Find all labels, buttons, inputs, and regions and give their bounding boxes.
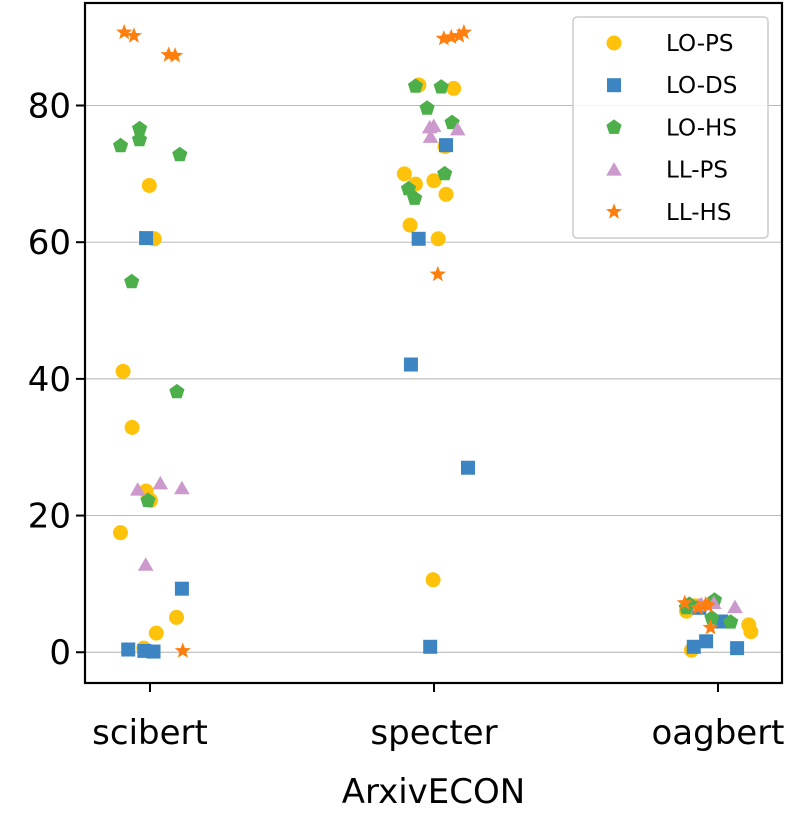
legend-item: LL-HS (605, 200, 731, 226)
y-tick-label: 60 (28, 223, 71, 263)
point-lo-hs (407, 190, 423, 205)
point-ll-hs (167, 47, 184, 63)
point-ll-hs (690, 599, 707, 615)
point-lo-hs (169, 383, 185, 399)
legend-item: LL-PS (606, 158, 728, 184)
legend-item: LO-DS (607, 73, 737, 99)
point-lo-ps (430, 231, 446, 247)
point-ll-ps (449, 121, 466, 136)
point-ll-ps (422, 129, 439, 143)
point-lo-ps (124, 419, 140, 435)
legend-marker-lo-ps (606, 35, 622, 51)
point-lo-ds (730, 641, 745, 656)
y-tick-label: 0 (49, 633, 71, 673)
legend-label: LO-PS (666, 31, 734, 57)
point-lo-hs (437, 165, 453, 181)
y-axis-ticks: 0 20 40 60 80 (28, 87, 85, 673)
y-tick-label: 80 (28, 87, 71, 127)
point-lo-ps (438, 186, 454, 202)
point-ll-hs (455, 23, 472, 40)
legend-marker-ll-ps (606, 162, 622, 176)
y-tick-label: 20 (28, 497, 71, 537)
legend-marker-lo-ds (607, 78, 621, 93)
y-tick-label: 40 (28, 360, 71, 400)
point-ll-hs (116, 23, 133, 40)
point-lo-ds (423, 639, 438, 654)
point-lo-ds (146, 644, 161, 659)
point-lo-hs (132, 120, 148, 136)
point-lo-ps (141, 177, 157, 193)
point-ll-ps (152, 475, 169, 490)
point-lo-ps (112, 525, 128, 541)
legend-marker-lo-hs (606, 119, 622, 134)
legend-marker-ll-hs (605, 203, 623, 219)
point-lo-ps (115, 363, 131, 379)
point-lo-ps (446, 80, 462, 96)
point-ll-hs (125, 27, 142, 43)
point-lo-ds (699, 634, 714, 649)
point-ll-hs (435, 30, 452, 46)
point-lo-hs (172, 146, 188, 162)
x-axis-label: ArxivECON (342, 772, 525, 812)
legend-label: LL-PS (666, 158, 728, 184)
point-lo-hs (419, 100, 435, 115)
point-lo-hs (433, 79, 449, 94)
point-ll-ps (727, 599, 743, 614)
point-ll-hs (174, 642, 191, 658)
legend-label: LO-HS (666, 115, 737, 141)
point-lo-ds (439, 138, 454, 153)
legend-label: LL-HS (666, 200, 731, 226)
x-tick-label: specter (370, 713, 497, 753)
point-lo-hs (407, 78, 424, 93)
point-lo-ps (426, 173, 442, 189)
point-lo-ds (121, 642, 136, 657)
legend-box (572, 16, 769, 239)
x-axis-ticks: scibert specter oagbert (92, 683, 785, 753)
point-lo-ps (148, 625, 164, 641)
point-lo-ps (396, 166, 412, 182)
point-lo-hs (113, 137, 129, 153)
x-tick-label: oagbert (651, 713, 784, 753)
point-ll-hs (676, 594, 693, 610)
point-lo-ps (743, 624, 759, 640)
point-lo-ps (169, 609, 185, 625)
point-ll-ps (130, 482, 146, 496)
point-ll-ps (421, 119, 438, 134)
point-lo-hs (140, 492, 156, 507)
point-lo-ds (139, 231, 154, 246)
point-ll-ps (174, 480, 190, 495)
legend-item: LO-HS (606, 115, 737, 141)
x-tick-label: scibert (92, 713, 208, 753)
point-lo-ds (174, 581, 189, 596)
point-ll-hs (429, 265, 446, 282)
point-lo-ds (411, 231, 426, 246)
point-lo-ps (402, 217, 418, 233)
point-lo-hs (723, 614, 739, 629)
point-lo-ps (425, 572, 441, 588)
point-lo-hs (131, 131, 148, 147)
point-ll-hs (699, 597, 717, 613)
point-ll-hs (451, 27, 468, 43)
legend-label: LO-DS (666, 73, 737, 99)
point-lo-ds (686, 639, 701, 654)
point-ll-hs (702, 619, 719, 635)
point-lo-ds (460, 460, 475, 475)
legend-item: LO-PS (606, 31, 734, 57)
point-lo-hs (704, 610, 720, 625)
point-lo-hs (124, 273, 140, 289)
data-points (112, 23, 759, 659)
point-lo-ds (403, 357, 418, 372)
legend: LO-PS LO-DS LO-HS LL-PS LL-HS (572, 16, 769, 239)
point-lo-hs (400, 180, 417, 196)
point-ll-ps (137, 557, 154, 571)
